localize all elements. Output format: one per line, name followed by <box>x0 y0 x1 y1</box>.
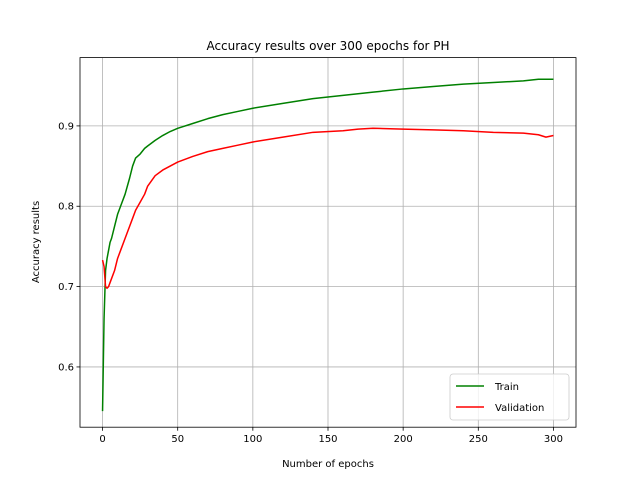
series-line-validation <box>101 127 554 289</box>
x-tick-label: 300 <box>544 434 563 445</box>
legend-label-train: Train <box>494 382 519 393</box>
x-tick-label: 200 <box>394 434 413 445</box>
x-tick-label: 100 <box>243 434 262 445</box>
series-lines <box>101 78 554 412</box>
y-axis-label: Accuracy results <box>31 201 42 283</box>
x-axis-label: Number of epochs <box>282 459 374 470</box>
y-tick-label: 0.7 <box>58 282 74 293</box>
legend-label-validation: Validation <box>495 403 544 414</box>
y-tick-label: 0.9 <box>58 121 74 132</box>
x-axis-ticks: 0 50 100 150 200 250 300 <box>99 427 563 445</box>
x-tick-label: 250 <box>469 434 488 445</box>
x-tick-label: 0 <box>99 434 105 445</box>
y-tick-label: 0.6 <box>58 362 74 373</box>
legend: Train Validation <box>449 373 570 421</box>
y-axis-ticks: 0.6 0.7 0.8 0.9 <box>58 121 80 373</box>
x-tick-label: 150 <box>318 434 337 445</box>
grid <box>80 57 576 428</box>
y-tick-label: 0.8 <box>58 202 74 213</box>
series-line-train <box>101 78 554 412</box>
chart-title: Accuracy results over 300 epochs for PH <box>206 39 449 53</box>
x-tick-label: 50 <box>171 434 184 445</box>
